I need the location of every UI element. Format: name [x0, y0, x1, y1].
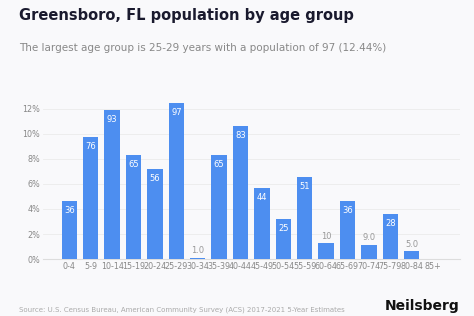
Text: Greensboro, FL population by age group: Greensboro, FL population by age group	[19, 8, 354, 23]
Text: 44: 44	[256, 193, 267, 202]
Bar	[190, 258, 205, 259]
Bar	[254, 188, 270, 259]
Bar	[340, 201, 355, 259]
Text: 65: 65	[128, 160, 139, 168]
Text: 9.0: 9.0	[362, 233, 375, 242]
Bar	[233, 125, 248, 259]
Text: The largest age group is 25-29 years with a population of 97 (12.44%): The largest age group is 25-29 years wit…	[19, 43, 386, 53]
Text: 83: 83	[235, 131, 246, 140]
Text: Neilsberg: Neilsberg	[385, 299, 460, 313]
Bar	[404, 251, 419, 259]
Text: 28: 28	[385, 219, 396, 228]
Text: 1.0: 1.0	[191, 246, 204, 255]
Text: 10: 10	[321, 232, 331, 240]
Text: 51: 51	[300, 182, 310, 191]
Bar	[104, 110, 120, 259]
Text: 93: 93	[107, 114, 118, 124]
Text: 36: 36	[64, 206, 75, 215]
Bar	[62, 201, 77, 259]
Bar	[297, 177, 312, 259]
Bar	[383, 214, 398, 259]
Bar	[83, 137, 99, 259]
Text: 56: 56	[150, 174, 160, 183]
Text: 97: 97	[171, 108, 182, 117]
Bar	[147, 169, 163, 259]
Bar	[211, 155, 227, 259]
Text: 25: 25	[278, 224, 289, 233]
Text: 76: 76	[85, 142, 96, 151]
Text: 65: 65	[214, 160, 224, 168]
Bar	[275, 219, 291, 259]
Bar	[361, 245, 377, 259]
Text: 5.0: 5.0	[405, 240, 418, 249]
Bar	[126, 155, 141, 259]
Text: 36: 36	[342, 206, 353, 215]
Text: Source: U.S. Census Bureau, American Community Survey (ACS) 2017-2021 5-Year Est: Source: U.S. Census Bureau, American Com…	[19, 306, 345, 313]
Bar	[169, 103, 184, 259]
Bar	[319, 243, 334, 259]
